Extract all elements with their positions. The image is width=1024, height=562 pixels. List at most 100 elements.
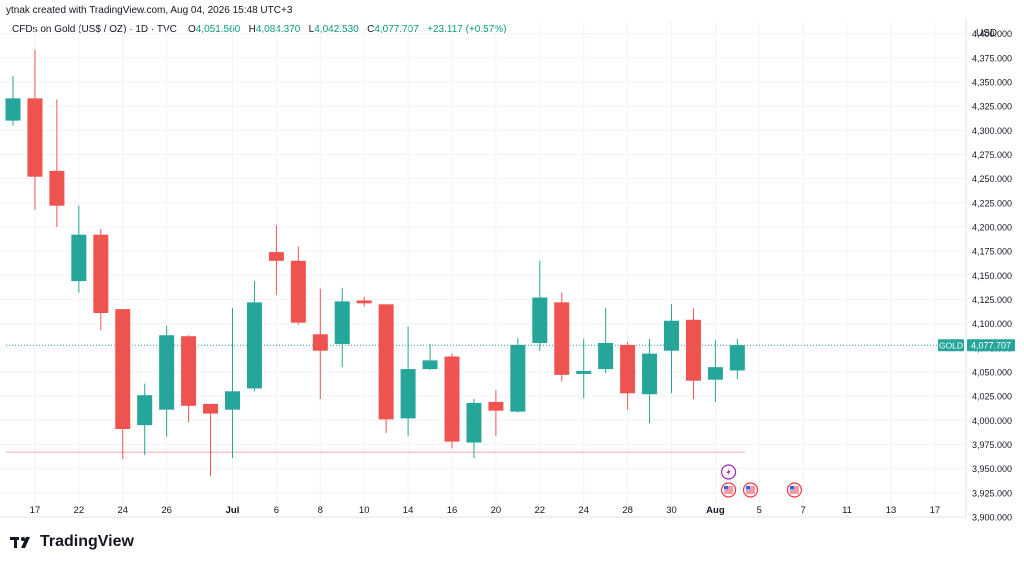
candle: [290, 246, 306, 325]
x-tick-label: Aug: [706, 505, 725, 516]
candle-body: [576, 371, 592, 374]
candle: [115, 309, 131, 459]
candle: [49, 99, 65, 227]
candle-body: [620, 344, 636, 394]
x-tick-label: 14: [403, 505, 414, 516]
x-tick-label: 13: [886, 505, 897, 516]
candle-body: [400, 369, 416, 419]
candle-body: [707, 367, 723, 380]
candle-body: [422, 360, 438, 370]
chart-attribution: ytnak created with TradingView.com, Aug …: [6, 5, 293, 16]
symbol-legend: CFDs on Gold (US$ / OZ) · 1D · TVC O4,05…: [12, 24, 506, 35]
candle: [93, 228, 109, 331]
candle: [312, 288, 328, 400]
currency-label: USD: [976, 28, 997, 39]
price-tags: GOLD 4,077.707: [938, 339, 1015, 352]
x-tick-label: Jul: [226, 505, 240, 516]
candle-body: [356, 300, 372, 304]
y-tick-label: 4,100.000: [972, 319, 1012, 329]
candle: [576, 339, 592, 399]
us-flag-event-icon: [742, 482, 759, 498]
x-tick-label: 5: [757, 505, 762, 516]
symbol-tag-label: GOLD: [939, 341, 963, 351]
candle-body: [685, 319, 701, 381]
y-tick-label: 4,150.000: [972, 271, 1012, 281]
x-tick-label: 30: [666, 505, 677, 516]
candle: [685, 308, 701, 400]
candle: [422, 343, 438, 371]
y-tick-label: 3,950.000: [972, 464, 1012, 474]
y-tick-label: 3,900.000: [972, 513, 1012, 523]
candle-body: [246, 302, 262, 389]
candle: [246, 281, 262, 392]
close-label: C: [367, 24, 375, 35]
candle-body: [115, 309, 131, 430]
economic-event-icon: [720, 464, 737, 480]
close-value: 4,077.707: [374, 24, 419, 35]
y-tick-label: 4,375.000: [972, 53, 1012, 63]
candle: [466, 399, 482, 459]
candle-body: [729, 345, 745, 371]
us-flag-event-icon: [786, 482, 803, 498]
candle-body: [554, 302, 570, 375]
symbol-name: CFDs on Gold (US$ / OZ) · 1D · TVC: [12, 24, 177, 35]
y-tick-label: 4,400.000: [972, 29, 1012, 39]
candle: [5, 76, 21, 126]
tradingview-logo[interactable]: TradingView: [10, 533, 134, 551]
time-axis: 17 22 24 26 Jul 6 8 10 14 16 20 22 24 28 30 Aug 5 7 11 13 17: [30, 505, 941, 516]
x-tick-label: 20: [491, 505, 502, 516]
y-tick-label: 3,925.000: [972, 488, 1012, 498]
x-tick-label: 22: [74, 505, 85, 516]
open-label: O: [187, 24, 196, 35]
x-tick-label: 24: [578, 505, 589, 516]
y-tick-label: 4,275.000: [972, 150, 1012, 160]
candle-body: [225, 391, 240, 410]
candle-body: [642, 353, 658, 395]
candle: [225, 308, 240, 459]
y-tick-label: 4,200.000: [972, 222, 1012, 232]
low-value: 4,042.530: [314, 24, 359, 35]
last-price-tag: 4,077.707: [967, 339, 1015, 352]
tradingview-logo-icon: [10, 537, 30, 548]
candle: [400, 326, 416, 436]
candle-body: [488, 401, 504, 411]
candles: [5, 50, 745, 477]
x-tick-label: 17: [930, 505, 941, 516]
candle: [203, 403, 219, 477]
chart-grid: [0, 22, 966, 518]
x-tick-label: 6: [274, 505, 279, 516]
candle: [488, 390, 504, 436]
candle-body: [444, 356, 460, 442]
change-value: +23.117 (+0.57%): [427, 24, 507, 35]
candle: [378, 304, 394, 433]
candle: [181, 335, 197, 423]
candle: [532, 260, 548, 351]
candle: [598, 308, 614, 373]
candle: [137, 383, 153, 456]
y-tick-label: 4,225.000: [972, 198, 1012, 208]
candle: [707, 340, 723, 402]
candle-body: [27, 98, 43, 177]
tradingview-brand: TradingView: [40, 533, 134, 550]
x-tick-label: 17: [30, 505, 41, 516]
candle: [510, 338, 526, 413]
candle-body: [378, 304, 394, 420]
candle: [554, 292, 570, 382]
candle-body: [181, 336, 197, 406]
candle-body: [290, 260, 306, 323]
candle-body: [510, 344, 526, 412]
event-markers: [720, 464, 803, 498]
x-tick-label: 26: [161, 505, 172, 516]
candle-body: [532, 297, 548, 343]
x-tick-label: 11: [842, 505, 852, 516]
y-tick-label: 4,125.000: [972, 295, 1012, 305]
candle-body: [137, 395, 153, 426]
candle-body: [664, 320, 679, 351]
candle: [159, 325, 175, 437]
candle: [729, 338, 745, 380]
y-tick-label: 3,975.000: [972, 440, 1012, 450]
candle: [268, 225, 284, 295]
candle-body: [598, 342, 614, 370]
y-tick-label: 4,325.000: [972, 102, 1012, 112]
